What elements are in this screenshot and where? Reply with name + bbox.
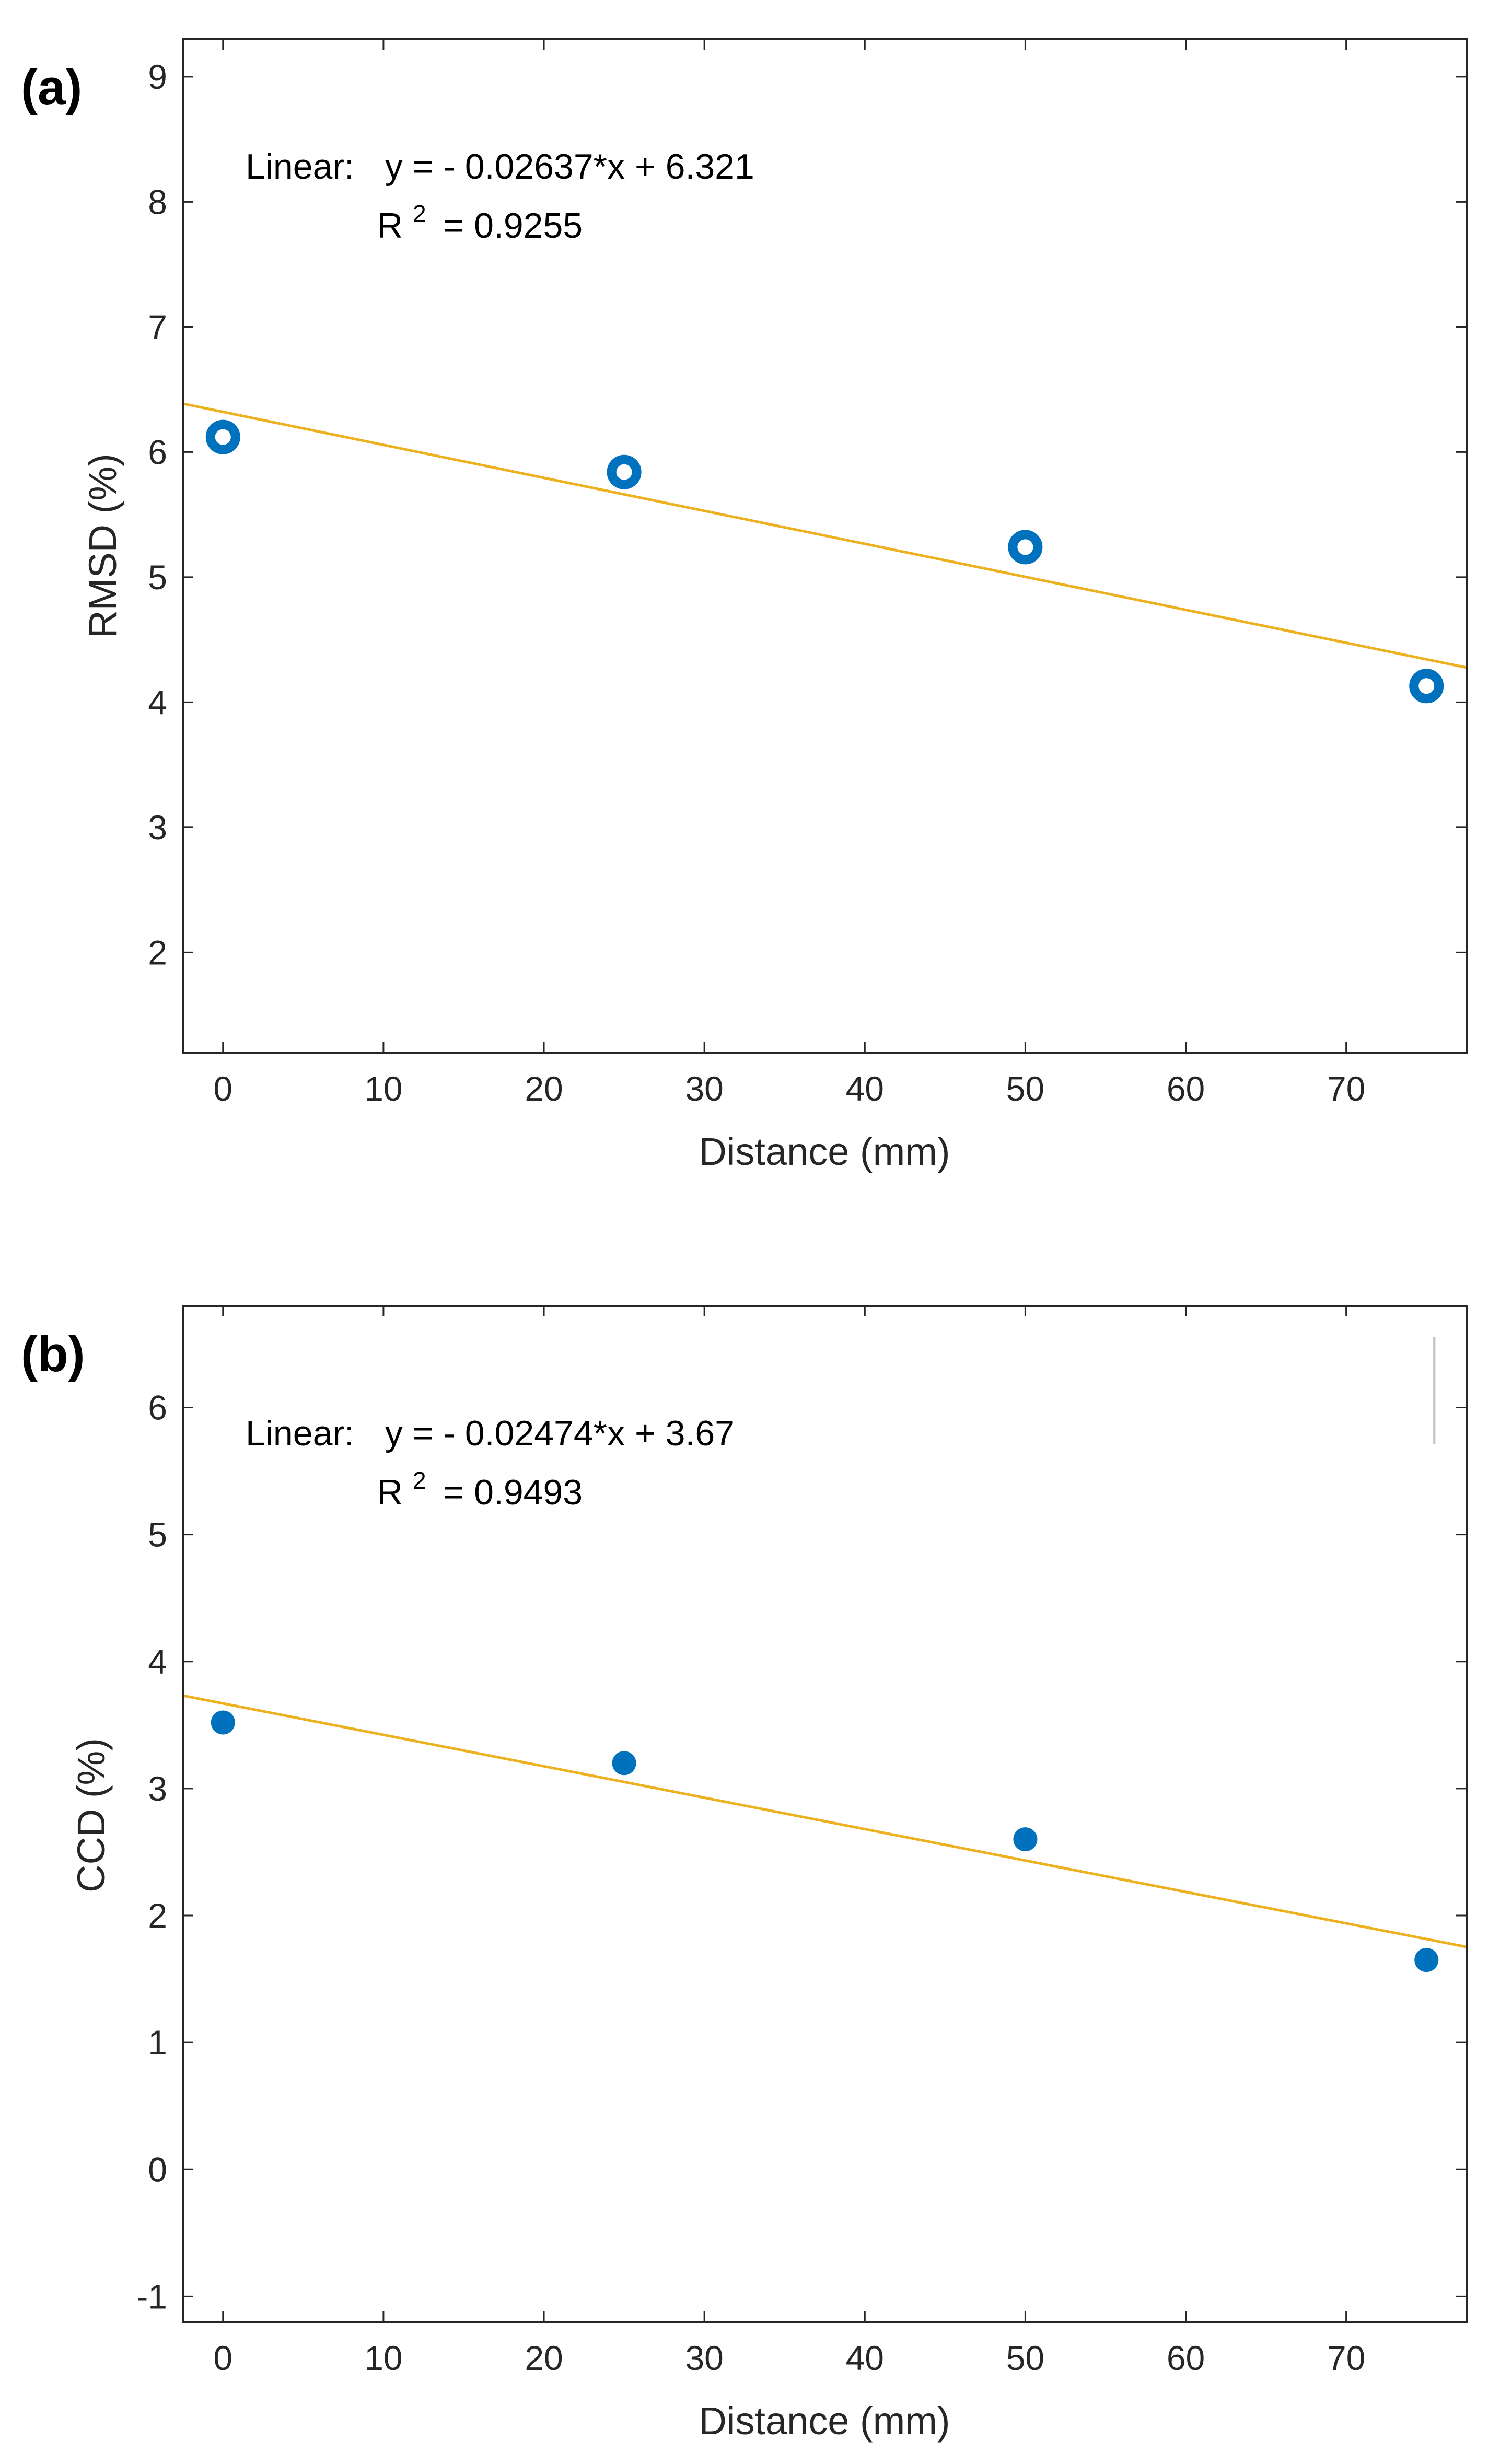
panel-a-x-tick-label: 0	[213, 1069, 232, 1108]
panel-b-y-tick-label: 3	[148, 1769, 167, 1808]
panel-b-data-point	[612, 1751, 636, 1776]
panel-b: (b) 0 10 20 30 40 50 60 70 -1 0 1 2 3 4 5 6 Distance (m…	[21, 1305, 1468, 2443]
panel-a-r-squared-symbol: R	[377, 206, 403, 246]
panel-a-y-tick-label: 4	[148, 683, 167, 721]
panel-a-x-tick-label: 10	[364, 1069, 402, 1108]
panel-b-x-tick-label: 70	[1327, 2339, 1365, 2377]
panel-b-ticks: 0 10 20 30 40 50 60 70 -1 0 1 2 3 4 5 6	[136, 1306, 1467, 2377]
panel-b-data-point	[1414, 1948, 1439, 1972]
panel-b-fit-equation: Linear: y = - 0.02474*x + 3.67	[246, 1414, 735, 1453]
panel-b-data-point	[1013, 1827, 1038, 1852]
panel-b-x-tick-label: 10	[364, 2339, 402, 2377]
panel-a-x-tick-label: 50	[1006, 1069, 1044, 1108]
panel-a-x-axis-title: Distance (mm)	[699, 1130, 950, 1173]
panel-a-data-point	[607, 454, 642, 489]
panel-a-fit	[182, 402, 1467, 669]
panel-a-ticks: 0 10 20 30 40 50 60 70 2 3 4 5 6 7 8 9	[148, 39, 1467, 1108]
panel-a-r-squared: R 2 = 0.9255	[377, 190, 583, 246]
panel-b-x-axis-title: Distance (mm)	[699, 2399, 950, 2443]
panel-b-y-tick-label: 4	[148, 1642, 167, 1681]
panel-label-b: (b)	[21, 1326, 85, 1382]
panel-a-y-tick-label: 5	[148, 558, 167, 597]
panel-a-y-tick-label: 9	[148, 57, 167, 96]
panel-b-r-squared-value: = 0.9493	[444, 1473, 583, 1512]
panel-b-fit-line	[182, 1694, 1467, 1948]
panel-a-fit-equation: Linear: y = - 0.02637*x + 6.321	[246, 147, 754, 186]
panel-b-r-squared-exponent: 2	[413, 1467, 426, 1494]
panel-a-y-axis-title: RMSD (%)	[81, 453, 124, 638]
panel-b-y-axis-title: CCD (%)	[69, 1738, 113, 1893]
panel-a-y-tick-label: 3	[148, 808, 167, 847]
panel-b-y-tick-label: 2	[148, 1896, 167, 1935]
panel-b-fit	[182, 1694, 1467, 1948]
panel-a-y-tick-label: 2	[148, 933, 167, 972]
panel-a-x-tick-label: 70	[1327, 1069, 1365, 1108]
panel-b-x-tick-label: 40	[846, 2339, 884, 2377]
panel-b-r-squared-symbol: R	[377, 1473, 403, 1512]
panel-a-fit-line	[182, 402, 1467, 669]
panel-a-data-point	[1008, 530, 1043, 565]
panel-a-points	[205, 419, 1444, 704]
panel-b-x-tick-label: 0	[213, 2339, 232, 2377]
panel-a-x-tick-label: 60	[1167, 1069, 1205, 1108]
panel-a-r-squared-value: = 0.9255	[444, 206, 583, 246]
panel-b-x-tick-label: 30	[685, 2339, 723, 2377]
panel-label-a: (a)	[21, 60, 82, 115]
panel-b-r-squared: R 2 = 0.9493	[377, 1457, 583, 1512]
panel-b-y-tick-label: 0	[148, 2150, 167, 2189]
panel-b-points	[211, 1710, 1439, 1972]
panel-b-x-tick-label: 20	[525, 2339, 563, 2377]
panel-a-x-tick-label: 30	[685, 1069, 723, 1108]
panel-a-y-tick-label: 7	[148, 308, 167, 346]
panel-a-fit-formula: y = - 0.02637*x + 6.321	[385, 147, 754, 186]
panel-b-x-tick-label: 50	[1006, 2339, 1044, 2377]
panel-a-y-tick-label: 8	[148, 182, 167, 221]
panel-b-x-tick-label: 60	[1167, 2339, 1205, 2377]
panel-a-axes-box	[182, 38, 1468, 1054]
panel-a-data-point	[1409, 669, 1444, 704]
panel-a-y-tick-label: 6	[148, 433, 167, 471]
panel-b-axes-box	[182, 1305, 1468, 2323]
panel-a-r-squared-exponent: 2	[413, 200, 426, 227]
panel-b-y-tick-label: -1	[136, 2277, 167, 2316]
panel-b-y-tick-label: 5	[148, 1515, 167, 1554]
panel-a: (a) 0 10 20 30 40 50 60 70 2 3 4 5 6 7 8 9 Distance (mm…	[21, 38, 1468, 1173]
panel-b-fit-formula: y = - 0.02474*x + 3.67	[385, 1414, 735, 1453]
panel-a-x-tick-label: 40	[846, 1069, 884, 1108]
panel-b-data-point	[211, 1710, 235, 1735]
panel-a-fit-label: Linear:	[246, 147, 354, 186]
panel-a-data-point	[205, 419, 240, 454]
panel-b-fit-label: Linear:	[246, 1414, 354, 1453]
panel-a-x-tick-label: 20	[525, 1069, 563, 1108]
panel-b-y-tick-label: 1	[148, 2023, 167, 2062]
panel-b-y-tick-label: 6	[148, 1388, 167, 1427]
